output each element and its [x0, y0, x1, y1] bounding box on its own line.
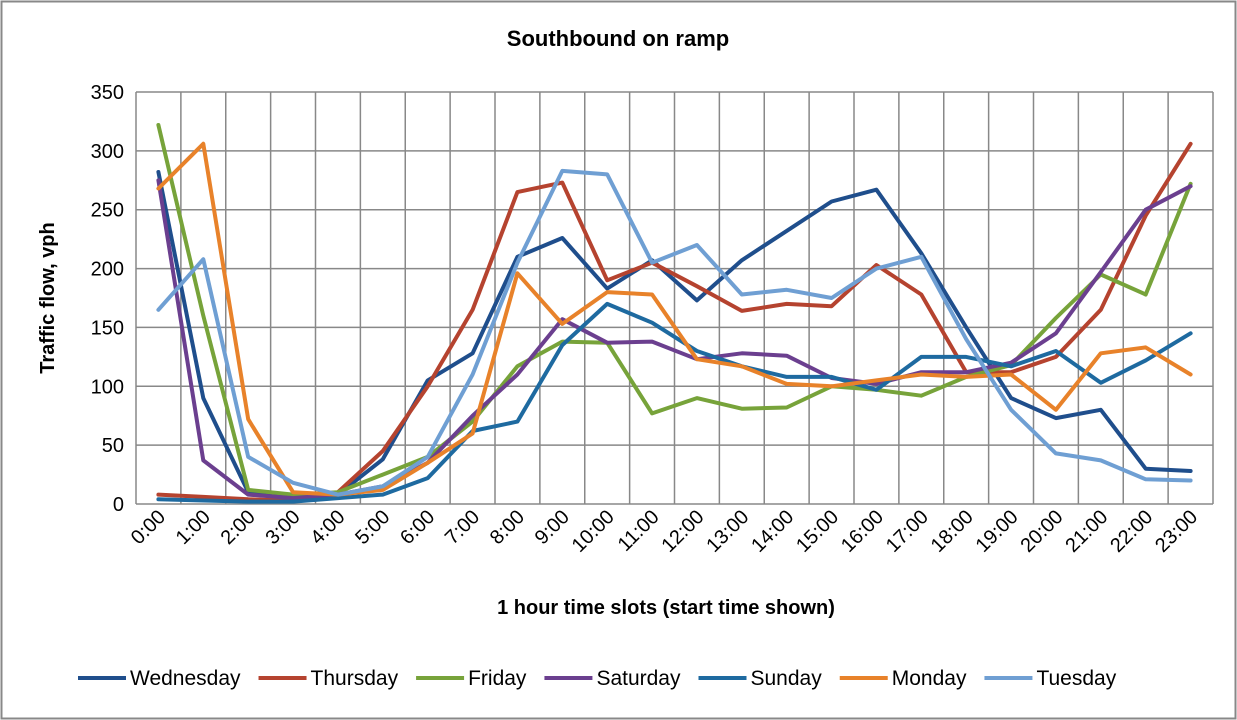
x-axis-label: 1 hour time slots (start time shown): [497, 597, 835, 619]
y-tick-label: 150: [91, 317, 124, 339]
legend-label: Saturday: [596, 667, 681, 690]
y-tick-label: 350: [91, 82, 124, 104]
y-tick-label: 0: [113, 494, 124, 516]
y-tick-label: 50: [102, 435, 124, 457]
legend-label: Friday: [468, 667, 527, 690]
chart-title: Southbound on ramp: [507, 26, 729, 51]
series-line: [156, 301, 1193, 504]
y-tick-label: 300: [91, 141, 124, 163]
legend-label: Thursday: [311, 667, 399, 690]
legend-label: Monday: [892, 667, 967, 690]
y-tick-label: 200: [91, 259, 124, 281]
legend-label: Sunday: [751, 667, 823, 690]
legend-label: Wednesday: [130, 667, 241, 690]
y-axis-label: Traffic flow, vph: [37, 222, 59, 374]
y-tick-label: 100: [91, 376, 124, 398]
legend-label: Tuesday: [1036, 667, 1116, 690]
y-tick-label: 250: [91, 200, 124, 222]
series-line: [156, 168, 1193, 497]
